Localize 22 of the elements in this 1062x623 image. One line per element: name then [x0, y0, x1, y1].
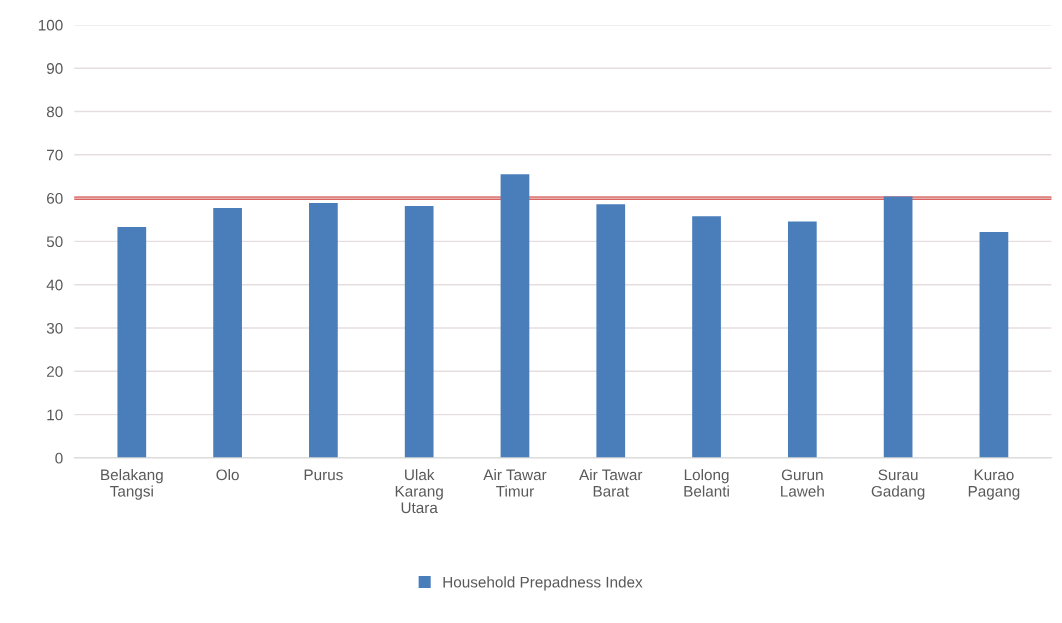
y-tick-label: 70: [47, 149, 63, 161]
y-tick-label: 80: [46, 106, 63, 118]
x-tick-label: Lolong Belanti: [684, 469, 729, 497]
y-tick-label: 40: [46, 279, 63, 291]
x-tick-label: Olo: [216, 469, 239, 481]
x-tick-label: Belakang Tangsi: [101, 469, 163, 500]
x-tick-label: Ulak Karang Utara: [395, 469, 443, 514]
y-tick-label: 30: [46, 322, 63, 334]
legend-label: Household Prepadness Index: [443, 576, 643, 591]
y-tick-label: 60: [47, 192, 63, 204]
x-tick-label: Air Tawar Barat: [579, 469, 643, 497]
x-tick-label: Gurun Laweh: [781, 469, 824, 497]
x-tick-label: Kurao Pagang: [968, 469, 1020, 500]
y-tick-label: 20: [47, 366, 63, 377]
x-tick-label: Air Tawar Timur: [483, 469, 547, 497]
y-tick-label: 100: [38, 19, 63, 31]
y-tick-label: 90: [46, 63, 63, 74]
y-tick-label: 10: [47, 409, 63, 421]
y-tick-label: 50: [46, 236, 63, 248]
x-tick-label: Surau Gadang: [871, 469, 925, 500]
x-tick-label: Purus: [304, 469, 343, 481]
y-tick-label: 0: [55, 452, 63, 464]
